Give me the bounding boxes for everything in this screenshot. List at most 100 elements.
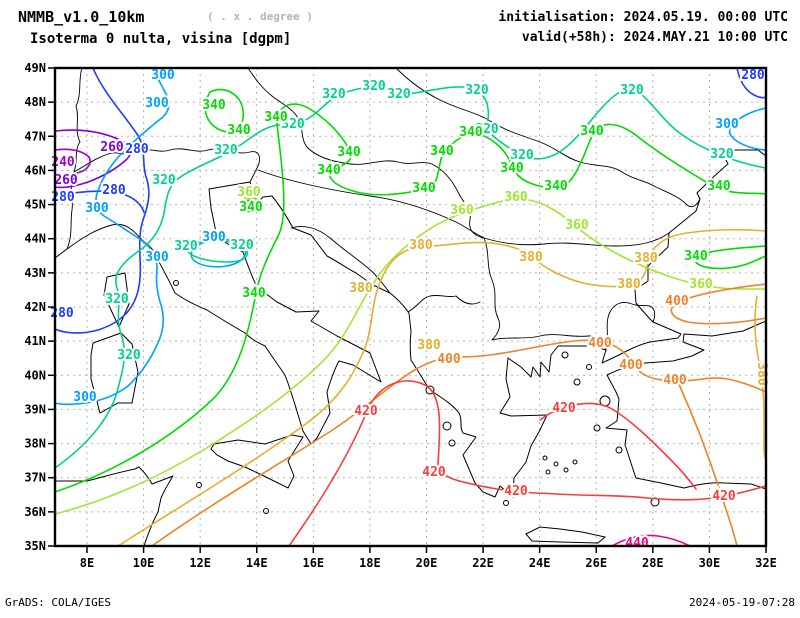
small-island: [173, 280, 179, 286]
contour-label: 360: [450, 203, 474, 218]
contour-label: 400: [663, 373, 687, 388]
contour-label: 380: [409, 238, 433, 253]
contour-label: 420: [712, 489, 736, 504]
contour-label: 380: [417, 338, 441, 353]
contour-300: [54, 67, 170, 406]
contour-label: 320: [322, 87, 346, 102]
contour-400: [151, 339, 767, 547]
contour-label: 320: [362, 79, 386, 94]
small-island: [593, 424, 601, 432]
grid-resolution-note: ( . x . degree ): [207, 10, 313, 23]
contour-label: 340: [580, 124, 604, 139]
coastline-europe: [54, 149, 767, 498]
small-islands: [173, 280, 660, 514]
small-island: [545, 469, 551, 475]
contour-label: 320: [510, 148, 534, 163]
contour-260: [54, 129, 132, 189]
coastline-africa: [54, 466, 174, 547]
contour-label: 300: [202, 230, 226, 245]
island-sardinia: [90, 332, 139, 414]
lat-tick-label: 49N: [24, 61, 46, 75]
lon-tick-label: 20E: [416, 556, 438, 570]
lon-tick-label: 10E: [133, 556, 155, 570]
small-island: [448, 439, 456, 447]
lat-tick-label: 46N: [24, 163, 46, 177]
lon-tick-label: 32E: [755, 556, 777, 570]
contour-label: 420: [354, 404, 378, 419]
contour-label: 320: [620, 83, 644, 98]
contour-label: 360: [237, 185, 261, 200]
contour-label: 300: [715, 117, 739, 132]
contour-380: [754, 295, 766, 459]
contour-label: 380: [617, 277, 641, 292]
contour-320: [54, 86, 767, 469]
contour-label: 360: [565, 218, 589, 233]
small-island: [196, 482, 202, 488]
isoline-contours: [54, 67, 767, 547]
contour-340: [243, 198, 263, 213]
initialisation-time: initialisation: 2024.05.19. 00:00 UTC: [498, 10, 788, 25]
contour-340: [204, 88, 245, 133]
contour-label: 340: [412, 181, 436, 196]
contour-label: 340: [459, 125, 483, 140]
contour-label: 340: [239, 200, 263, 215]
small-island: [586, 364, 592, 370]
contour-label: 300: [85, 201, 109, 216]
small-island: [542, 455, 548, 461]
contour-label: 360: [504, 190, 528, 205]
lon-tick-label: 14E: [246, 556, 268, 570]
contour-label: 280: [741, 68, 765, 83]
contour-420: [288, 380, 767, 547]
contour-label: 300: [145, 96, 169, 111]
lon-tick-label: 30E: [699, 556, 721, 570]
contour-label: 320: [475, 122, 499, 137]
contour-280: [736, 67, 767, 99]
contour-280: [54, 67, 150, 334]
lon-tick-label: 22E: [472, 556, 494, 570]
lat-tick-label: 41N: [24, 334, 46, 348]
grads-credit: GrADS: COLA/IGES: [5, 596, 111, 609]
lat-tick-label: 45N: [24, 198, 46, 212]
contour-label: 260: [54, 173, 78, 188]
contour-340: [694, 245, 767, 270]
lat-tick-label: 40N: [24, 368, 46, 382]
lon-tick-label: 18E: [359, 556, 381, 570]
coastline-anatolia: [605, 374, 767, 490]
contour-label: 380: [349, 281, 373, 296]
contour-label: 340: [202, 98, 226, 113]
island-corsica: [103, 272, 130, 329]
contour-label: 340: [264, 110, 288, 125]
contour-label: 320: [174, 239, 198, 254]
lat-tick-label: 48N: [24, 95, 46, 109]
contour-label: 320: [105, 292, 129, 307]
contour-label: 260: [100, 140, 124, 155]
contour-label: 320: [710, 147, 734, 162]
axis-labels: 49N 48N 47N 46N 45N 44N 43N 42N 41N 40N 39N 38N 37N 3…: [24, 61, 777, 570]
lon-tick-label: 26E: [585, 556, 607, 570]
contour-label: 400: [665, 294, 689, 309]
contour-340: [54, 103, 767, 493]
contour-label: 420: [552, 401, 576, 416]
island-sicily: [210, 434, 304, 489]
small-island: [563, 467, 569, 473]
lat-tick-label: 44N: [24, 232, 46, 246]
contour-360: [242, 185, 260, 200]
contour-label: 280: [125, 142, 149, 157]
contour-label: 320: [465, 83, 489, 98]
lon-tick-label: 8E: [80, 556, 94, 570]
contour-label: 340: [544, 179, 568, 194]
contour-440: [611, 534, 691, 547]
lat-tick-label: 42N: [24, 300, 46, 314]
model-title: NMMB_v1.0_10km: [18, 8, 144, 26]
small-island: [615, 446, 623, 454]
lat-tick-label: 36N: [24, 505, 46, 519]
coastlines: [54, 149, 767, 547]
small-island: [561, 351, 569, 359]
lon-tick-label: 16E: [302, 556, 324, 570]
contour-label: 320: [117, 348, 141, 363]
lat-tick-label: 35N: [24, 539, 46, 553]
contour-400: [677, 381, 738, 547]
